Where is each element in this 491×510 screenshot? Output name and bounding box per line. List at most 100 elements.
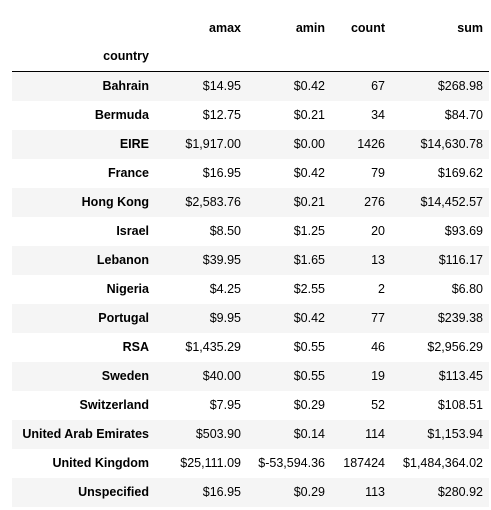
cell-count: 187424 [343, 456, 385, 470]
row-index-country: Israel [116, 224, 149, 238]
column-header-amin: amin [295, 21, 325, 35]
column-header-count: count [350, 21, 385, 35]
cell-sum: $113.45 [438, 369, 483, 383]
cell-sum: $280.92 [437, 485, 483, 499]
index-header-blank [155, 42, 247, 72]
cell-amax: $14.95 [202, 79, 241, 93]
dataframe-table: amax amin count sum country Bahrain $14.9… [12, 15, 489, 507]
column-header-row: amax amin count sum [12, 15, 489, 42]
cell-sum: $239.38 [437, 311, 483, 325]
table-body: Bahrain $14.95 $0.42 67 $268.98 Bermuda $12.75… [12, 71, 489, 507]
cell-amin: $0.55 [293, 369, 325, 383]
cell-amax: $503.90 [195, 427, 241, 441]
cell-count: 1426 [357, 137, 385, 151]
table-row: France $16.95 $0.42 79 $169.62 [12, 159, 489, 188]
cell-amax: $4.25 [209, 282, 241, 296]
cell-amin: $1.25 [293, 224, 325, 238]
table-row: RSA $1,435.29 $0.55 46 $2,956.29 [12, 333, 489, 362]
cell-sum: $1,484,364.02 [403, 456, 483, 470]
cell-count: 46 [371, 340, 385, 354]
cell-sum: $116.17 [438, 253, 483, 267]
cell-amin: $-53,594.36 [258, 456, 325, 470]
cell-amax: $1,917.00 [185, 137, 241, 151]
cell-amin: $0.21 [293, 108, 325, 122]
cell-count: 113 [365, 485, 385, 499]
cell-sum: $268.98 [437, 79, 483, 93]
cell-amin: $1.65 [293, 253, 325, 267]
cell-count: 276 [364, 195, 385, 209]
row-index-country: EIRE [119, 137, 149, 151]
cell-amin: $0.42 [293, 166, 325, 180]
cell-amax: $2,583.76 [185, 195, 241, 209]
cell-count: 13 [371, 253, 385, 267]
cell-amin: $0.55 [293, 340, 325, 354]
cell-amax: $9.95 [209, 311, 241, 325]
row-index-country: Switzerland [79, 398, 149, 412]
cell-count: 77 [371, 311, 385, 325]
table-row: Bahrain $14.95 $0.42 67 $268.98 [12, 71, 489, 101]
row-index-country: RSA [122, 340, 149, 354]
cell-amax: $40.00 [202, 369, 241, 383]
cell-amin: $0.21 [293, 195, 325, 209]
cell-amax: $16.95 [202, 485, 241, 499]
cell-sum: $6.80 [451, 282, 483, 296]
row-index-country: Sweden [101, 369, 149, 383]
row-index-country: Bahrain [102, 79, 149, 93]
index-name-header: country [12, 42, 155, 72]
table-row: United Kingdom $25,111.09 $-53,594.36 18742… [12, 449, 489, 478]
cell-sum: $108.51 [437, 398, 483, 412]
cell-amax: $39.95 [202, 253, 241, 267]
cell-sum: $14,452.57 [420, 195, 483, 209]
cell-sum: $93.69 [444, 224, 483, 238]
cell-sum: $1,153.94 [427, 427, 483, 441]
cell-amin: $0.42 [293, 311, 325, 325]
cell-count: 20 [371, 224, 385, 238]
index-header-blank [247, 42, 331, 72]
table-row: Lebanon $39.95 $1.65 13 $116.17 [12, 246, 489, 275]
cell-amax: $16.95 [202, 166, 241, 180]
cell-sum: $14,630.78 [420, 137, 483, 151]
cell-amin: $0.29 [293, 485, 325, 499]
row-index-country: United Arab Emirates [22, 427, 149, 441]
table-row: Israel $8.50 $1.25 20 $93.69 [12, 217, 489, 246]
cell-amin: $0.00 [293, 137, 325, 151]
row-index-country: France [108, 166, 149, 180]
table-row: Portugal $9.95 $0.42 77 $239.38 [12, 304, 489, 333]
index-header-blank [331, 42, 391, 72]
cell-amax: $7.95 [209, 398, 241, 412]
row-index-country: Nigeria [106, 282, 149, 296]
cell-amin: $0.42 [293, 79, 325, 93]
row-index-country: Bermuda [94, 108, 149, 122]
cell-count: 2 [378, 282, 385, 296]
table-row: Bermuda $12.75 $0.21 34 $84.70 [12, 101, 489, 130]
cell-count: 114 [365, 427, 385, 441]
cell-count: 52 [371, 398, 385, 412]
cell-count: 34 [371, 108, 385, 122]
table-row: EIRE $1,917.00 $0.00 1426 $14,630.78 [12, 130, 489, 159]
column-header-sum: sum [457, 21, 483, 35]
cell-sum: $169.62 [437, 166, 483, 180]
table-row: Hong Kong $2,583.76 $0.21 276 $14,452.57 [12, 188, 489, 217]
row-index-country: Portugal [98, 311, 149, 325]
row-index-country: Unspecified [78, 485, 149, 499]
cell-count: 19 [371, 369, 385, 383]
cell-amax: $1,435.29 [185, 340, 241, 354]
cell-count: 67 [371, 79, 385, 93]
cell-amax: $12.75 [202, 108, 241, 122]
index-header-row: country [12, 42, 489, 72]
table-row: Nigeria $4.25 $2.55 2 $6.80 [12, 275, 489, 304]
cell-count: 79 [371, 166, 385, 180]
column-header-amax: amax [209, 21, 241, 35]
table-row: Switzerland $7.95 $0.29 52 $108.51 [12, 391, 489, 420]
cell-amin: $0.29 [293, 398, 325, 412]
table-header: amax amin count sum country [12, 15, 489, 72]
row-index-country: United Kingdom [52, 456, 149, 470]
index-header-blank [391, 42, 489, 72]
cell-amax: $25,111.09 [180, 456, 241, 470]
cell-sum: $2,956.29 [427, 340, 483, 354]
cell-amax: $8.50 [209, 224, 241, 238]
header-blank-cell [12, 15, 155, 42]
cell-amin: $2.55 [293, 282, 325, 296]
row-index-country: Hong Kong [81, 195, 149, 209]
